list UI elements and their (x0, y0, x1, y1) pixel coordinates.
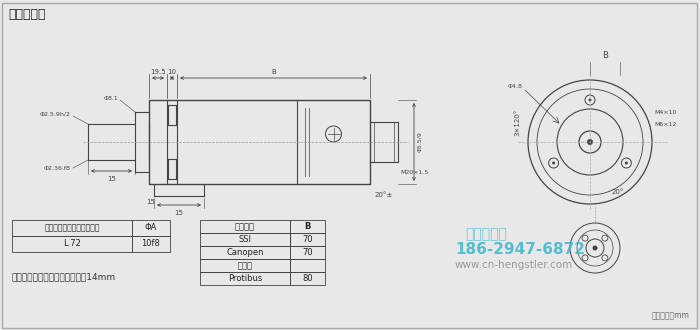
Text: 3×120°: 3×120° (514, 108, 520, 136)
Text: 单位尺寸：mm: 单位尺寸：mm (652, 311, 690, 320)
Text: Φ5.5/9: Φ5.5/9 (417, 132, 422, 152)
Text: 70: 70 (302, 235, 313, 244)
Text: 70: 70 (302, 248, 313, 257)
Bar (200, 220, 290, 233)
Text: 安装／防护等级／轴－代码: 安装／防护等级／轴－代码 (44, 223, 99, 233)
Text: 10: 10 (167, 69, 176, 75)
Text: M20×1.5: M20×1.5 (400, 170, 428, 175)
Text: 20°: 20° (612, 189, 624, 195)
Text: 10f8: 10f8 (141, 240, 160, 248)
Bar (290, 246, 325, 259)
Text: 80: 80 (302, 274, 313, 283)
Text: SSI: SSI (239, 235, 251, 244)
Text: 15: 15 (174, 210, 183, 216)
Circle shape (552, 161, 555, 164)
Text: Φ8.1: Φ8.1 (104, 95, 118, 101)
Text: Φ2.5.9h/2: Φ2.5.9h/2 (40, 112, 71, 116)
Bar (290, 220, 325, 233)
Text: 西安德伍拓: 西安德伍拓 (465, 227, 507, 241)
Text: B: B (602, 51, 608, 60)
Text: 连接：轴向: 连接：轴向 (8, 8, 46, 21)
Bar (200, 259, 290, 272)
Text: Canopen: Canopen (226, 248, 264, 257)
Bar (290, 272, 325, 285)
Bar (290, 259, 325, 272)
Text: 20°±: 20°± (375, 192, 393, 198)
Bar (200, 233, 290, 246)
Circle shape (625, 161, 628, 164)
Bar (12, 236, 132, 252)
Circle shape (589, 98, 591, 102)
Text: 推荐的电缆密封管的螺纹长度：14mm: 推荐的电缆密封管的螺纹长度：14mm (12, 272, 116, 281)
Bar (132, 236, 170, 252)
Text: B: B (271, 69, 276, 75)
Bar (290, 233, 325, 246)
Text: M6×12: M6×12 (654, 121, 676, 126)
Text: B: B (304, 222, 311, 231)
Text: Φ4.8: Φ4.8 (507, 83, 522, 88)
Text: L.72: L.72 (63, 240, 81, 248)
Text: Protibus: Protibus (228, 274, 262, 283)
Text: 15: 15 (107, 176, 116, 182)
Bar (132, 220, 170, 236)
Text: 模拟量: 模拟量 (237, 261, 253, 270)
Circle shape (587, 139, 593, 145)
Bar (200, 272, 290, 285)
Text: www.cn-hengstler.com: www.cn-hengstler.com (455, 260, 573, 270)
Text: ΦA: ΦA (145, 223, 158, 233)
Text: 电气接口: 电气接口 (235, 222, 255, 231)
Text: 186-2947-6872: 186-2947-6872 (455, 243, 585, 257)
Bar (149, 100, 370, 184)
Text: M4×10: M4×10 (654, 110, 676, 115)
Text: Φ2.36.f8: Φ2.36.f8 (44, 166, 71, 171)
Text: 19.5: 19.5 (150, 69, 166, 75)
Bar (200, 246, 290, 259)
Circle shape (592, 246, 598, 250)
Bar (12, 220, 132, 236)
Text: 15: 15 (146, 199, 155, 205)
